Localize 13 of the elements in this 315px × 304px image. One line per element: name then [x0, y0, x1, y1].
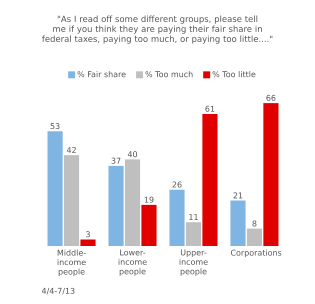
chart-subtitle: "As I read off some different groups, please tell me if you think they are paying their fair share in federal taxes, paying too much, or paying too little....": [42, 16, 272, 44]
bar: [80, 240, 96, 246]
bar: [186, 222, 202, 246]
bar: [48, 131, 63, 246]
bar: [141, 204, 157, 246]
bar: [246, 228, 262, 246]
bar: [230, 200, 246, 246]
bar: [64, 155, 80, 246]
bar: [124, 159, 140, 246]
bar: [263, 103, 278, 246]
bar: [202, 114, 218, 246]
bar: [108, 166, 124, 246]
bar: [169, 190, 185, 246]
